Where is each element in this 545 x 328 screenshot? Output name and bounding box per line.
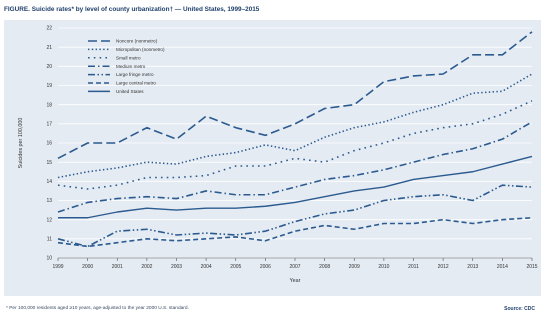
legend: Noncore (nonmetro) Micropolitan (nonmetro… xyxy=(88,39,165,94)
line-chart: 10 11 12 13 14 15 16 17 18 19 20 21 22 1999 2000 2001 20… xyxy=(18,26,538,284)
legend-label-3: Medium metro xyxy=(116,64,146,69)
series-line-4 xyxy=(57,184,533,248)
x-tick-label: 2004 xyxy=(201,264,212,270)
y-tick-label: 16 xyxy=(46,141,52,147)
x-tick-label: 2014 xyxy=(497,264,508,270)
y-axis-title: Suicides per 100,000 xyxy=(18,118,24,169)
x-tick-label: 2001 xyxy=(112,264,123,270)
chart-panel: 10 11 12 13 14 15 16 17 18 19 20 21 22 1999 2000 2001 20… xyxy=(4,20,541,296)
x-tick-label: 2010 xyxy=(378,264,389,270)
x-tick-label: 2007 xyxy=(289,264,300,270)
y-tick-label: 17 xyxy=(46,122,52,128)
legend-label-5: Large central metro xyxy=(116,81,156,86)
y-tick-label: 22 xyxy=(46,26,52,32)
legend-label-1: Micropolitan (nonmetro) xyxy=(116,47,165,52)
x-tick-label: 2008 xyxy=(319,264,330,270)
x-tick-label: 2005 xyxy=(230,264,241,270)
x-tick-label: 2013 xyxy=(467,264,478,270)
y-tick-label: 20 xyxy=(46,64,52,70)
series-line-3 xyxy=(57,121,533,213)
x-tick-label: 1999 xyxy=(52,264,63,270)
x-tick-label: 2003 xyxy=(171,264,182,270)
footnote: * Per 100,000 residents aged ≥10 years, … xyxy=(6,306,189,311)
x-tick-label: 2015 xyxy=(526,264,537,270)
x-tick-label: 2002 xyxy=(141,264,152,270)
series-line-0 xyxy=(57,31,533,160)
x-tick-label: 2012 xyxy=(438,264,449,270)
series-lines xyxy=(57,31,533,248)
series-line-5 xyxy=(57,216,533,248)
x-tick-label: 2011 xyxy=(408,264,419,270)
x-axis-title: Year xyxy=(290,278,301,284)
series-line-2 xyxy=(57,100,533,190)
x-tick-label: 2006 xyxy=(260,264,271,270)
source-label: Source: CDC xyxy=(504,306,535,312)
y-tick-label: 19 xyxy=(46,83,52,89)
series-line-1 xyxy=(57,73,533,179)
y-tick-label: 14 xyxy=(46,179,52,185)
x-tick-label: 2009 xyxy=(349,264,360,270)
grid-lines xyxy=(58,27,532,259)
legend-label-6: United States xyxy=(116,89,144,94)
y-tick-label: 12 xyxy=(46,217,52,223)
y-tick-label: 11 xyxy=(47,237,52,243)
series-line-6 xyxy=(58,155,533,219)
y-tick-label: 18 xyxy=(46,102,52,108)
legend-label-2: Small metro xyxy=(116,55,141,60)
figure-title: FIGURE. Suicide rates* by level of count… xyxy=(4,6,260,13)
y-tick-label: 15 xyxy=(46,160,52,166)
y-tick-label: 13 xyxy=(46,198,52,204)
legend-label-4: Large fringe metro xyxy=(116,72,154,77)
y-tick-label: 10 xyxy=(46,256,52,262)
y-tick-label: 21 xyxy=(46,45,52,51)
axes: 10 11 12 13 14 15 16 17 18 19 20 21 22 1999 2000 2001 20… xyxy=(18,26,538,284)
x-tick-label: 2000 xyxy=(82,264,93,270)
legend-label-0: Noncore (nonmetro) xyxy=(116,39,158,44)
